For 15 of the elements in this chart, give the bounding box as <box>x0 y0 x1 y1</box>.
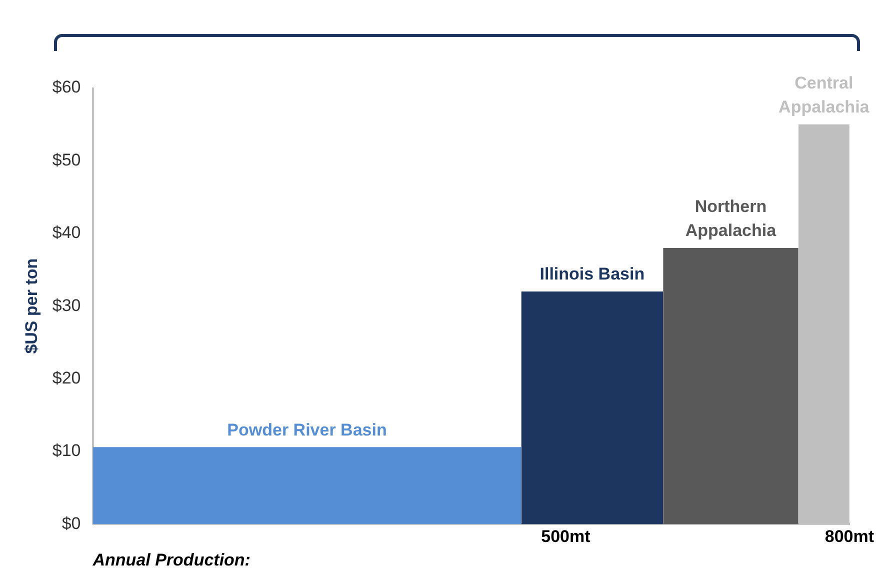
x-axis-title: Annual Production: <box>92 550 250 570</box>
y-tick-label: $50 <box>52 150 81 170</box>
y-tick-label: $40 <box>52 223 81 242</box>
y-tick-label: $10 <box>52 441 81 460</box>
y-tick-label: $0 <box>62 514 81 533</box>
y-tick-label: $60 <box>52 78 81 97</box>
y-tick-label: $30 <box>52 296 81 315</box>
x-tick-label: 800mt <box>824 527 874 546</box>
y-axis-title: $US per ton <box>22 258 41 354</box>
y-tick-label: $20 <box>52 368 81 388</box>
series-label: Central Appalachia <box>778 74 870 117</box>
x-tick-label: 500mt <box>541 527 591 546</box>
series-label: Northern Appalachia <box>685 197 777 240</box>
series-label: Illinois Basin <box>540 264 645 284</box>
series-label: Powder River Basin <box>227 420 387 440</box>
